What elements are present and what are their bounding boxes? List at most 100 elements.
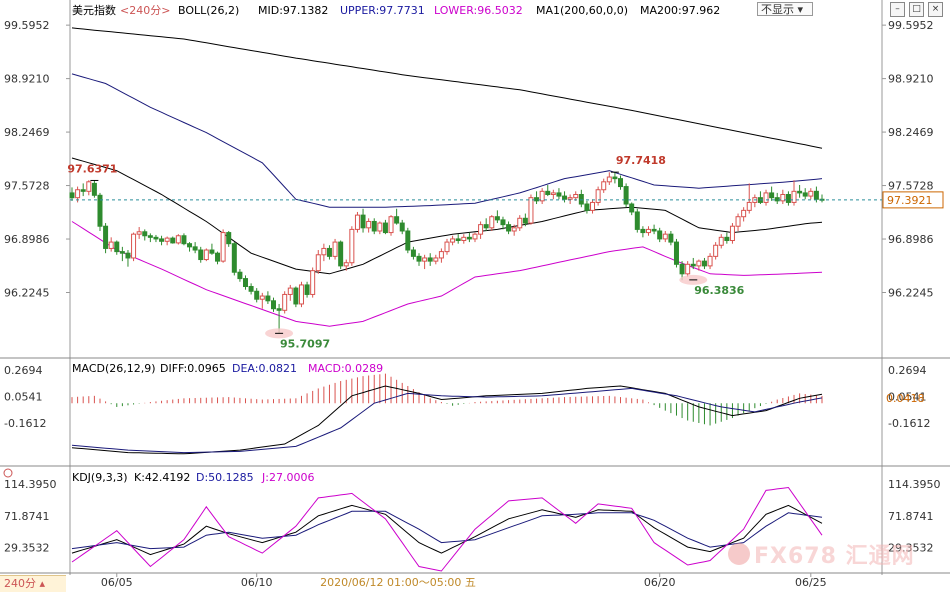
- candle: [724, 236, 730, 242]
- candle: [606, 176, 612, 183]
- candle: [220, 232, 226, 262]
- candle: [578, 194, 584, 205]
- candle: [634, 211, 640, 230]
- boll-label: BOLL(26,2): [178, 4, 239, 17]
- price-annotation: 97.6371: [67, 162, 117, 175]
- candle: [545, 190, 551, 196]
- maximize-icon[interactable]: □: [909, 2, 924, 17]
- candle: [769, 192, 775, 199]
- y-tick-label-left: 98.2469: [4, 126, 50, 139]
- macd-last-label: 0.0418: [886, 392, 925, 405]
- candle: [181, 235, 187, 245]
- y-tick-label-right: 98.2469: [888, 126, 934, 139]
- macd-value-label: MACD:0.0289: [308, 362, 383, 375]
- candle: [422, 257, 428, 262]
- candle: [69, 192, 75, 199]
- candle: [590, 201, 596, 211]
- candle: [618, 178, 624, 188]
- kdj-y-tick-left: 29.3532: [4, 542, 50, 555]
- y-tick-label-right: 98.9210: [888, 73, 934, 86]
- cursor-date-label: 2020/06/12 01:00～05:00 五: [320, 576, 476, 589]
- y-tick-label-right: 96.8986: [888, 233, 934, 246]
- last-price-label: 97.3921: [887, 194, 933, 207]
- candle: [780, 194, 786, 202]
- series-line-mid: [71, 157, 823, 275]
- candle: [685, 263, 691, 275]
- watermark-text: FX678 汇通网: [754, 544, 915, 569]
- candle: [237, 271, 243, 280]
- x-tick-label: 06/20: [644, 576, 676, 589]
- minimize-icon[interactable]: –: [890, 2, 905, 17]
- candle: [595, 189, 601, 203]
- candle: [455, 238, 461, 242]
- close-icon[interactable]: ×: [928, 2, 943, 17]
- macd-y-tick-left: 0.2694: [4, 364, 43, 377]
- candle: [170, 237, 176, 244]
- boll-upper-label: UPPER:97.7731: [340, 4, 425, 17]
- boll-mid-label: MID:97.1382: [258, 4, 328, 17]
- macd-dea-label: DEA:0.0821: [232, 362, 297, 375]
- kdj-line-d: [71, 510, 823, 550]
- kdj-y-tick-left: 71.8741: [4, 510, 50, 523]
- candle: [433, 257, 439, 262]
- kdj-y-tick-right: 29.3532: [888, 542, 934, 555]
- candle: [662, 233, 668, 240]
- candle: [147, 235, 153, 238]
- candle: [517, 217, 523, 229]
- candle: [108, 241, 114, 249]
- candle: [506, 224, 512, 232]
- candle: [494, 216, 500, 221]
- candle: [522, 217, 528, 224]
- candle: [556, 192, 562, 197]
- candle: [298, 284, 304, 305]
- candle: [80, 189, 86, 192]
- triangle-up-icon: ▴: [39, 577, 46, 590]
- candle: [254, 290, 260, 300]
- candle: [746, 201, 752, 211]
- price-annotation: 95.7097: [280, 337, 330, 350]
- candle: [573, 194, 579, 199]
- candle: [718, 236, 724, 246]
- candle: [802, 192, 808, 197]
- candle: [187, 243, 193, 248]
- candle: [623, 186, 629, 205]
- candle: [651, 228, 657, 232]
- macd-y-tick-left: -0.1612: [4, 417, 46, 430]
- candle: [332, 241, 338, 257]
- macd-y-tick-right: 0.0541: [888, 391, 927, 404]
- candle: [405, 230, 411, 251]
- kdj-line-j: [71, 486, 823, 572]
- kdj-y-tick-left: 114.3950: [4, 478, 57, 491]
- y-tick-label-left: 96.2245: [4, 286, 50, 299]
- candle: [472, 233, 478, 240]
- macd-label: MACD(26,12,9): [72, 362, 156, 375]
- candle: [791, 190, 797, 203]
- candle: [713, 244, 719, 257]
- settings-icon: [3, 468, 13, 478]
- candle: [192, 246, 198, 251]
- y-tick-label-right: 99.5952: [888, 19, 934, 32]
- period-tab[interactable]: 240分 ▴: [0, 575, 66, 592]
- candle: [164, 237, 170, 242]
- window-toolbar: – □ ×: [890, 2, 943, 17]
- candle: [326, 247, 332, 257]
- candle: [562, 195, 568, 200]
- candle: [741, 209, 747, 218]
- candle: [226, 232, 232, 245]
- price-annotation: 97.7418: [616, 154, 666, 167]
- candle: [657, 230, 663, 240]
- ma-value-label: MA200:97.962: [640, 4, 720, 17]
- series-line-ma200: [71, 27, 823, 149]
- macd-y-tick-right: 0.2694: [888, 364, 927, 377]
- candle: [673, 241, 679, 265]
- candle: [729, 225, 735, 242]
- candle: [270, 300, 276, 310]
- candle: [75, 189, 81, 199]
- candle: [142, 231, 148, 237]
- hide-indicator-label: 不显示: [761, 3, 794, 16]
- candle: [114, 241, 120, 253]
- candle: [310, 270, 316, 295]
- hide-indicator-dropdown[interactable]: 不显示 ▾: [757, 2, 813, 16]
- candle: [209, 249, 215, 254]
